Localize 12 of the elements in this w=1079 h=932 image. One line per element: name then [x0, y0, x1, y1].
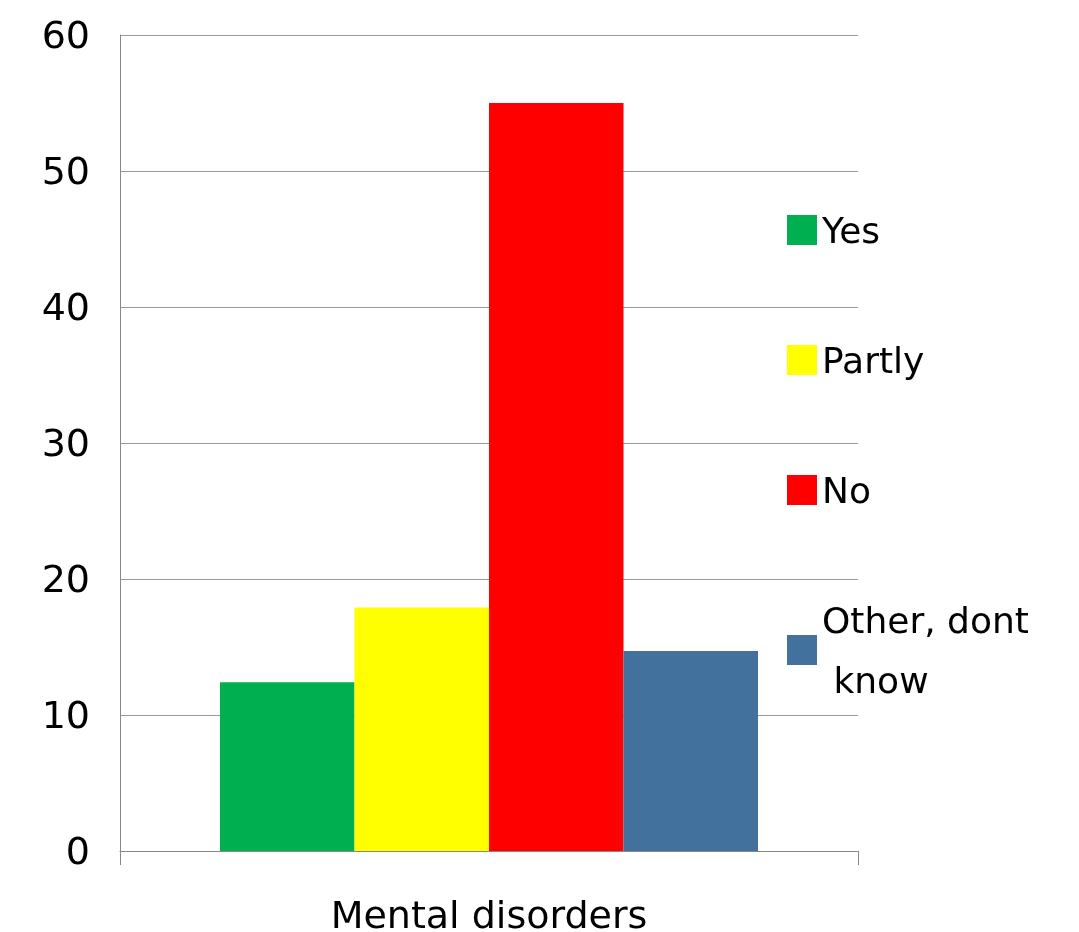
x-axis-title: Mental disorders	[330, 893, 648, 932]
legend-label: No	[822, 469, 871, 511]
legend-label: Partly	[822, 339, 925, 381]
y-tick-label: 20	[41, 557, 90, 601]
legend-label: Yes	[821, 209, 881, 251]
y-tick-label: 60	[41, 13, 90, 57]
y-tick-label: 40	[41, 285, 90, 329]
y-tick-label: 10	[41, 693, 90, 737]
y-tick-label: 0	[65, 829, 90, 873]
y-tick-label: 30	[41, 421, 90, 465]
legend-label: Other, dont know	[822, 599, 1029, 701]
y-tick-label: 50	[41, 149, 90, 193]
